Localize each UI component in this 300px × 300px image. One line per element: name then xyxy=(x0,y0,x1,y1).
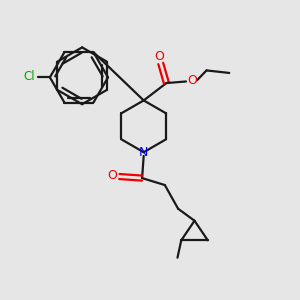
Text: O: O xyxy=(154,50,164,63)
Text: O: O xyxy=(187,74,197,87)
Text: N: N xyxy=(139,146,148,159)
Text: O: O xyxy=(107,169,117,182)
Text: Cl: Cl xyxy=(24,70,35,83)
